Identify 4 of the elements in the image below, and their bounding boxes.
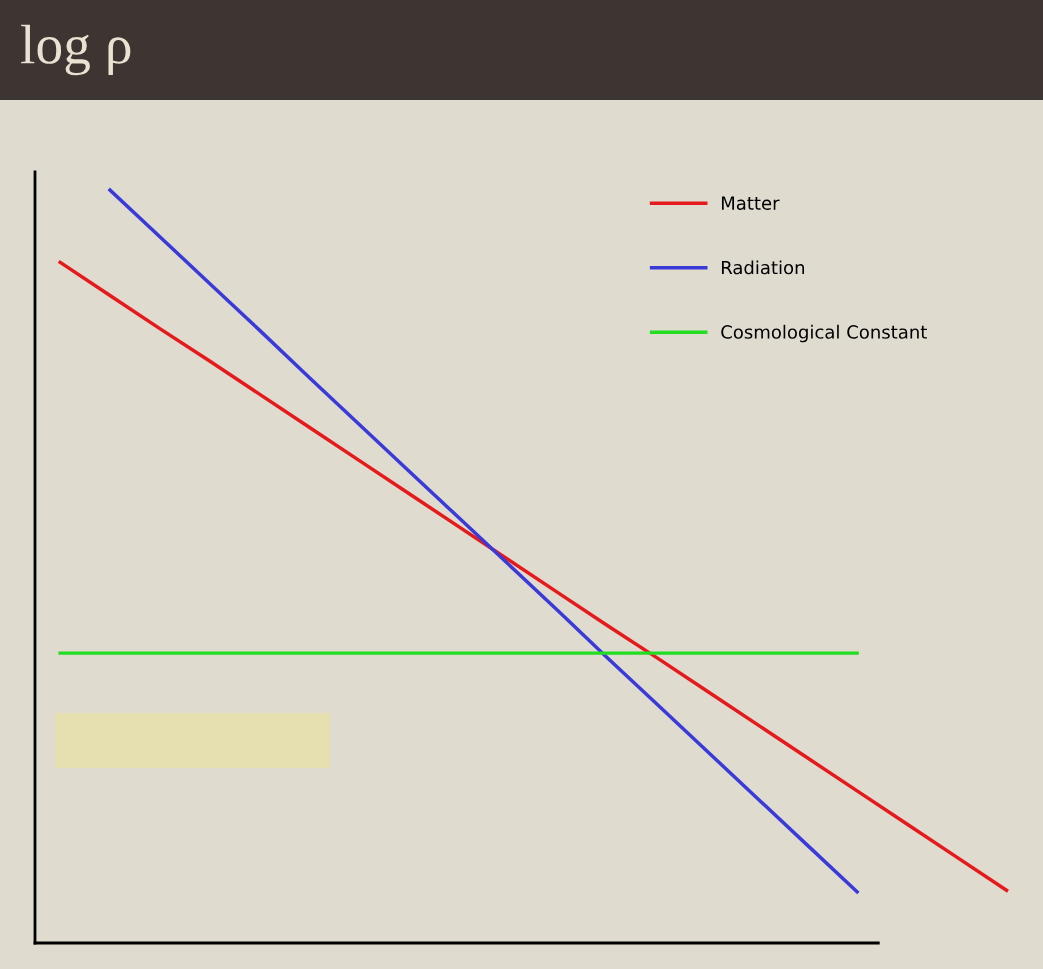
legend-label: Cosmological Constant: [721, 324, 927, 343]
legend-label: Radiation: [721, 260, 804, 275]
legend-label: Matter: [721, 196, 780, 210]
chart-title: log ρ: [21, 24, 131, 76]
